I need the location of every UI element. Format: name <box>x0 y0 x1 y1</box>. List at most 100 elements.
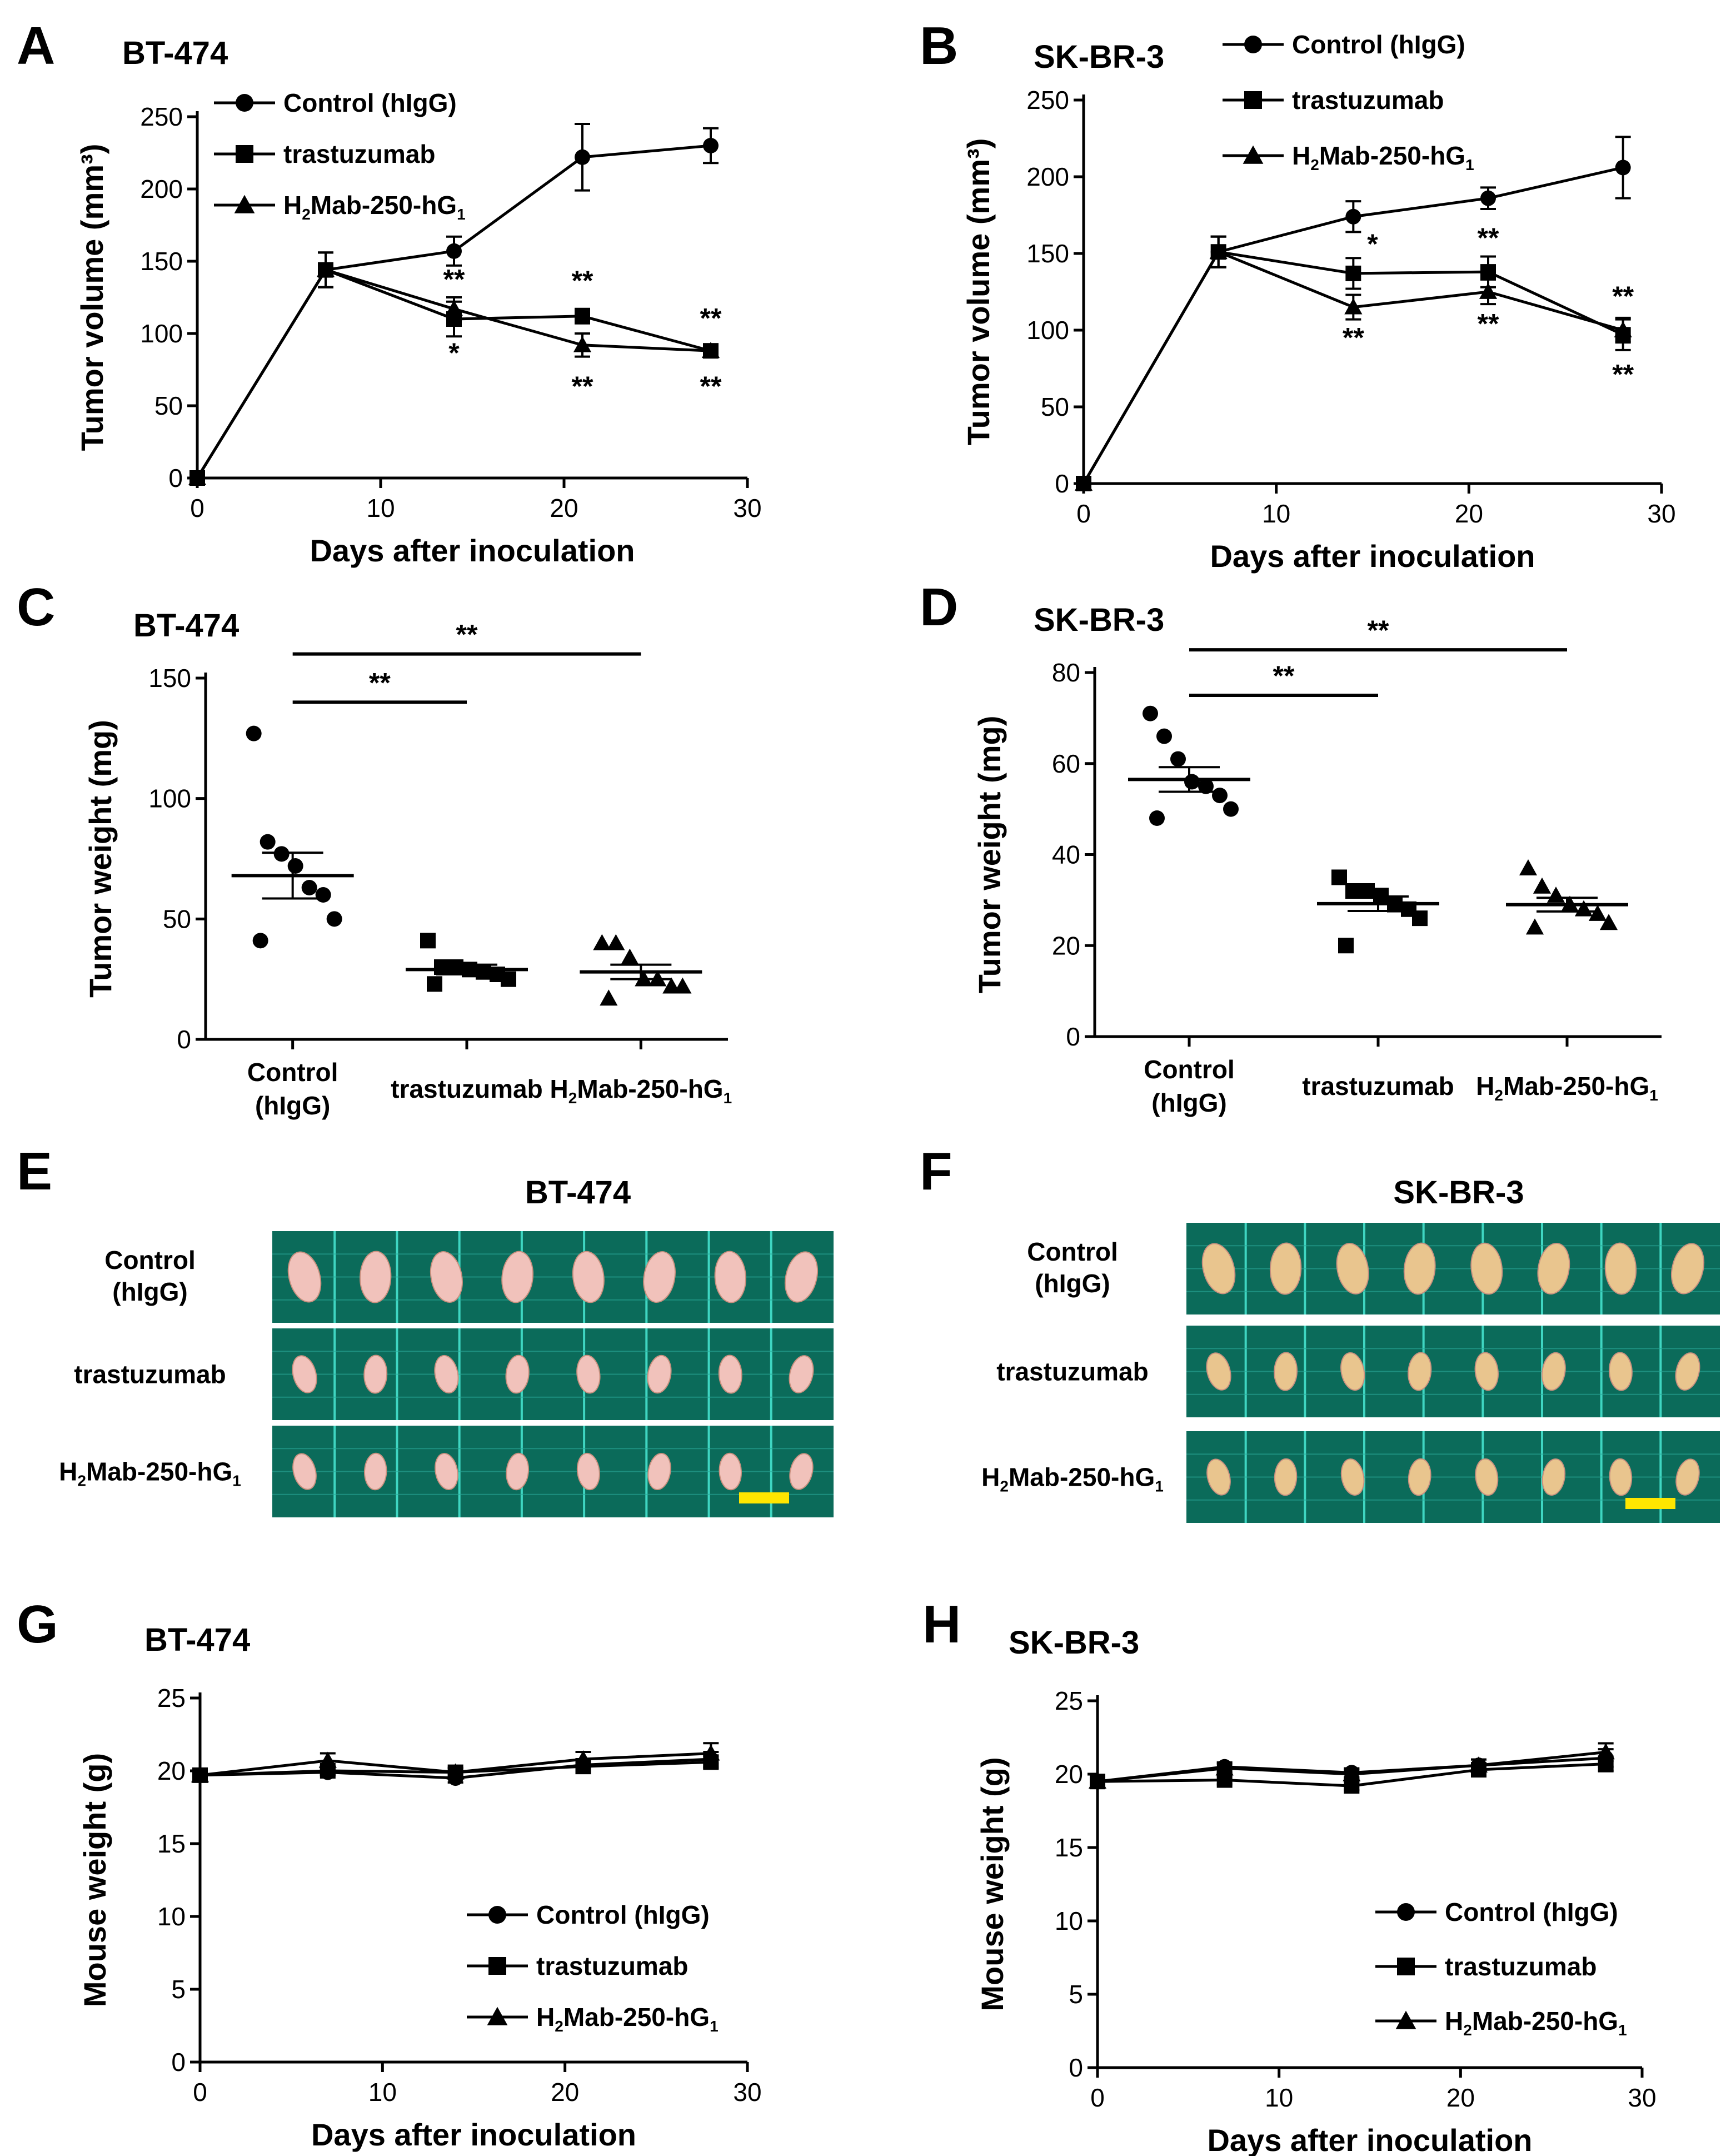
photo-row <box>272 1328 834 1420</box>
row-label: (hIgG) <box>1035 1269 1110 1298</box>
tumor-specimen <box>292 1355 317 1393</box>
legend: Control (hIgG) trastuzumab H2Mab-250-hG1 <box>1223 30 1474 173</box>
panel-label: E <box>17 1142 52 1201</box>
data-point <box>1209 243 1228 260</box>
group-circle <box>1128 705 1250 826</box>
data-point <box>420 933 436 949</box>
data-point <box>1615 160 1631 176</box>
data-point <box>1469 1756 1488 1773</box>
scale-bar <box>1625 1498 1675 1509</box>
data-point <box>476 964 491 980</box>
significance-mark: ** <box>572 265 593 296</box>
row-label: H2Mab-250-hG1 <box>59 1457 241 1490</box>
data-point <box>1597 1743 1615 1760</box>
subscript: 2 <box>1494 1087 1503 1104</box>
data-point <box>318 1751 337 1768</box>
subscript: 1 <box>232 1472 241 1490</box>
y-tick-label: 150 <box>1026 239 1069 268</box>
data-point <box>573 336 592 352</box>
subscript: 2 <box>302 206 311 223</box>
row-label: trastuzumab <box>996 1357 1148 1386</box>
data-point <box>1343 1765 1361 1781</box>
data-point <box>246 725 262 741</box>
significance-mark: ** <box>1368 615 1389 646</box>
x-tick-label: 30 <box>1628 2083 1656 2112</box>
y-tick-label: 250 <box>1026 86 1069 114</box>
legend-marker <box>236 94 253 112</box>
category-label: (hIgG) <box>255 1091 330 1120</box>
group-circle <box>231 725 354 949</box>
tumor-specimen <box>360 1251 392 1303</box>
tumor-specimen <box>506 1452 530 1491</box>
y-tick-label: 100 <box>148 784 191 813</box>
tumor-specimen <box>1403 1242 1436 1295</box>
tumor-specimen <box>435 1453 458 1490</box>
panel-e: E BT-474 Control (hIgG) trastuzumab H2Mab-250… <box>17 1142 834 1517</box>
y-axis-label: Tumor volume (mm³) <box>961 138 996 446</box>
x-axis-label: Days after inoculation <box>311 2117 636 2152</box>
panel-label: G <box>17 1595 58 1654</box>
data-point <box>1547 887 1565 903</box>
y-axis-label: Mouse weight (g) <box>77 1753 112 2007</box>
legend: Control (hIgG) trastuzumab H2Mab-250-hG1 <box>1375 1898 1627 2039</box>
x-tick-label: 20 <box>1446 2083 1475 2112</box>
panel-label: D <box>920 577 958 637</box>
tumor-specimen <box>1336 1243 1369 1294</box>
tumor-specimen <box>1541 1352 1566 1391</box>
data-point <box>1088 1772 1107 1789</box>
legend-label: trastuzumab <box>1445 1952 1597 1981</box>
panel-g: G BT-474 0 5 10 15 20 25 Mouse weight (g) 0 10 20 30… <box>17 1595 762 2152</box>
panel-f: F SK-BR-3 Control (hIgG) trastuzumab H2Mab-25… <box>920 1142 1720 1523</box>
row-label: Control <box>1027 1237 1118 1266</box>
legend-marker <box>236 145 253 163</box>
tumor-specimen <box>1340 1458 1365 1496</box>
y-tick-label: 250 <box>140 102 183 131</box>
data-point <box>1480 264 1496 280</box>
tumor-specimen <box>364 1452 387 1491</box>
row-label: H2Mab-250-hG1 <box>981 1463 1164 1495</box>
tumor-specimen <box>1474 1352 1499 1391</box>
data-point <box>1574 900 1593 917</box>
x-axis-label: Days after inoculation <box>1210 539 1535 574</box>
x-tick-label: 0 <box>190 494 204 522</box>
tumor-specimen <box>434 1355 459 1394</box>
tumor-specimen <box>1269 1242 1302 1295</box>
y-tick-label: 0 <box>1069 2053 1083 2082</box>
subscript: 1 <box>1649 1087 1658 1104</box>
data-point <box>315 887 331 903</box>
y-axis-label: Tumor weight (mg) <box>83 720 118 998</box>
y-tick-label: 200 <box>1026 162 1069 191</box>
legend-marker <box>234 195 255 213</box>
group-square <box>406 933 528 992</box>
tumor-specimen <box>1670 1243 1705 1294</box>
data-point <box>1599 914 1618 930</box>
subscript: 1 <box>457 206 466 223</box>
tumor-specimen <box>1675 1352 1700 1391</box>
panel-title: SK-BR-3 <box>1009 1625 1139 1661</box>
legend-marker <box>488 1906 506 1924</box>
x-axis-label: Days after inoculation <box>1207 2123 1532 2156</box>
photo-row <box>1186 1223 1720 1314</box>
data-point <box>273 846 290 862</box>
x-tick-label: 20 <box>551 2078 579 2107</box>
series-triangle <box>188 251 720 485</box>
y-tick-label: 80 <box>1052 658 1080 687</box>
category-label: (hIgG) <box>1151 1088 1226 1117</box>
row-label: (hIgG) <box>112 1277 187 1306</box>
y-tick-label: 20 <box>1052 931 1080 960</box>
tumor-specimen <box>789 1355 814 1393</box>
subscript: 1 <box>724 1089 732 1107</box>
significance-mark: * <box>1367 228 1378 260</box>
text-part: H <box>536 2003 555 2031</box>
data-point <box>1345 208 1361 225</box>
x-axis-label: Days after inoculation <box>310 533 635 568</box>
text-part: H <box>981 1463 1000 1492</box>
data-point <box>1588 904 1607 921</box>
text-part: Mab-250-hG <box>86 1457 232 1486</box>
tumor-specimen <box>505 1355 530 1394</box>
subscript: 1 <box>710 2018 719 2035</box>
data-point <box>287 858 303 874</box>
tumor-specimen <box>363 1355 388 1394</box>
